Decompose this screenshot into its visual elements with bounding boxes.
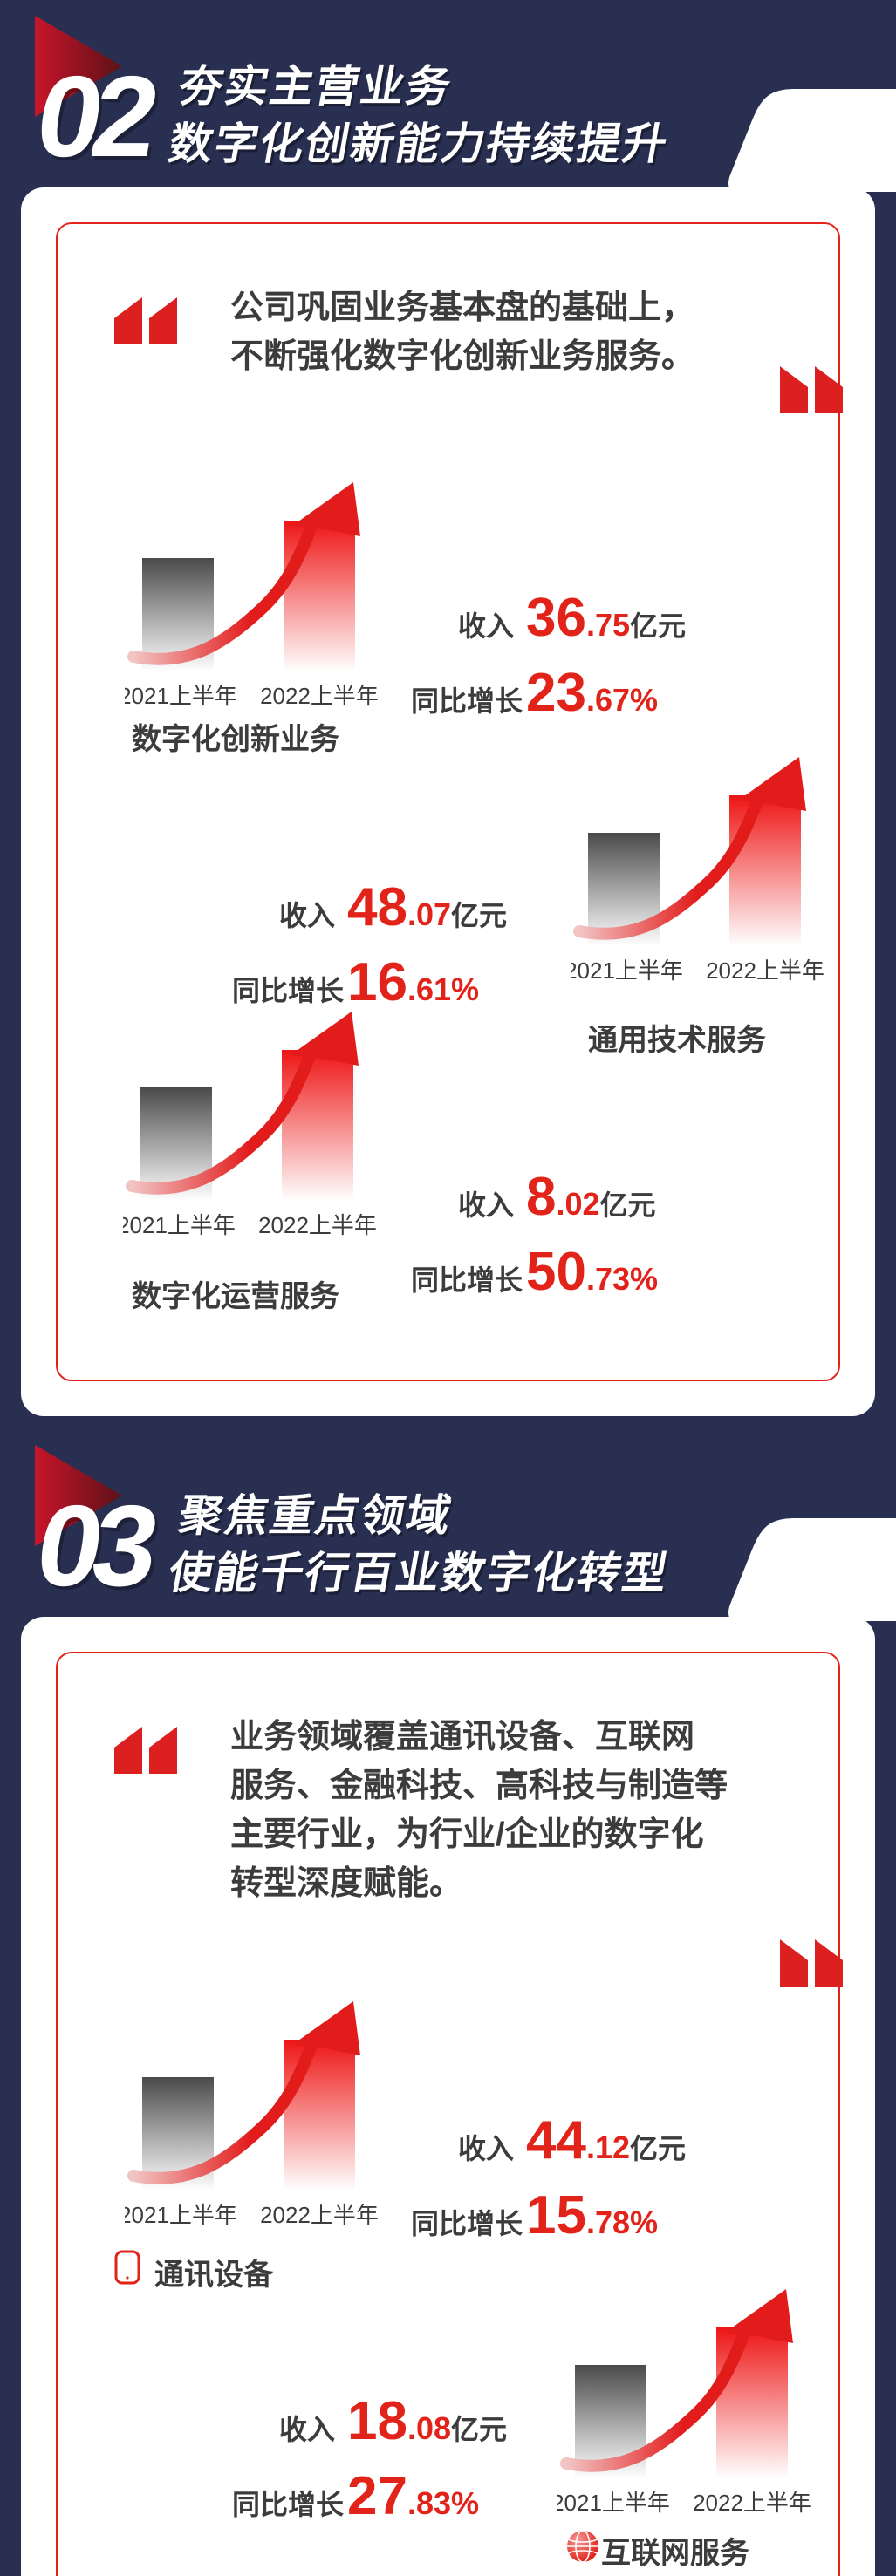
svg-text:2022上半年: 2022上半年: [706, 957, 824, 984]
svg-text:2021上半年: 2021上半年: [123, 1212, 236, 1238]
svg-text:2022上半年: 2022上半年: [258, 1212, 377, 1238]
svg-text:2021上半年: 2021上半年: [125, 683, 237, 709]
svg-text:2021上半年: 2021上半年: [557, 2490, 670, 2516]
svg-text:2022上半年: 2022上半年: [693, 2490, 811, 2516]
svg-text:2022上半年: 2022上半年: [260, 2202, 379, 2228]
svg-text:2022上半年: 2022上半年: [260, 683, 379, 709]
svg-text:2021上半年: 2021上半年: [125, 2202, 237, 2228]
svg-text:2021上半年: 2021上半年: [571, 957, 683, 984]
